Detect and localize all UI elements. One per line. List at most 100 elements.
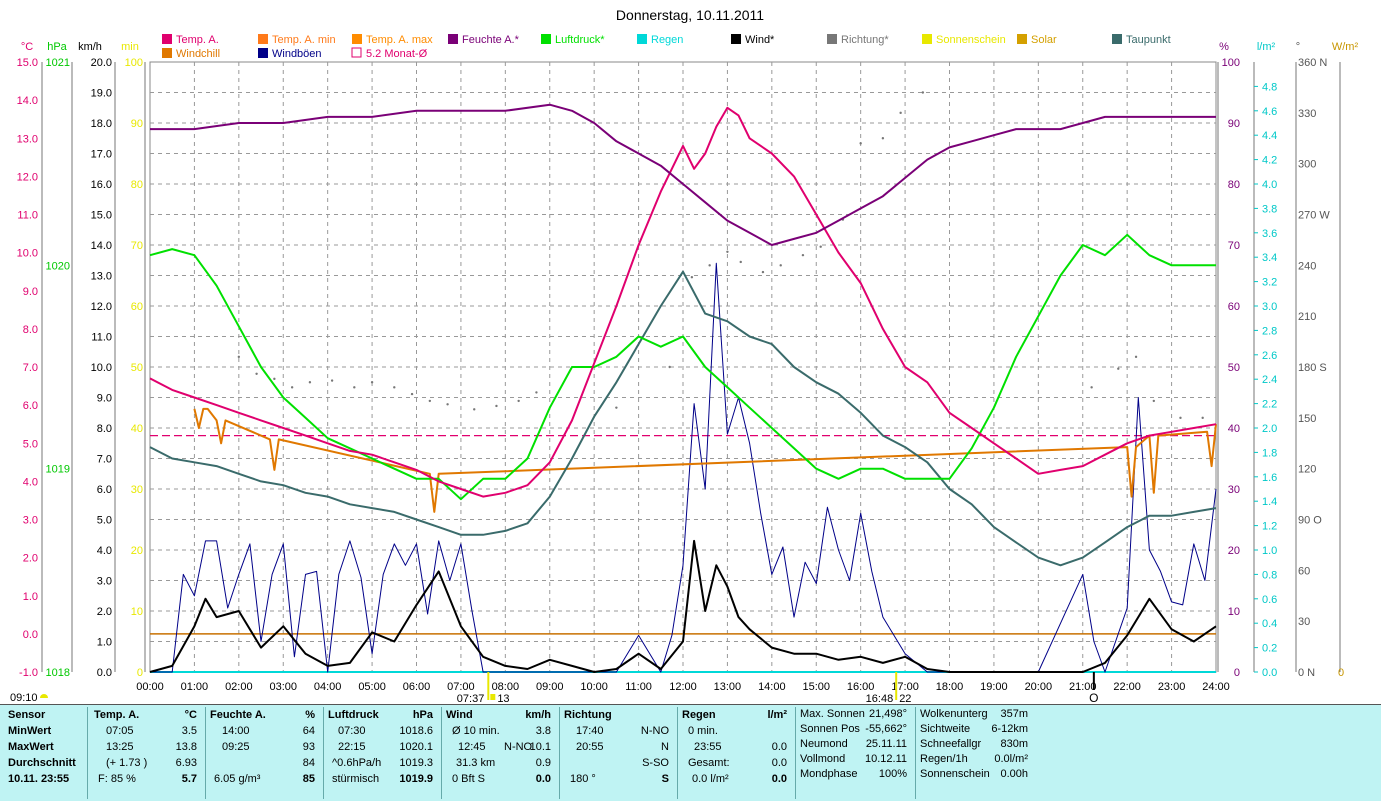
richtung-point <box>726 250 729 253</box>
taupunkt-line <box>149 270 1217 567</box>
lm2-tick-label: 3.2 <box>1262 277 1277 289</box>
time-tick-label: 07:00 <box>447 681 475 693</box>
richtung-dir-1: N-NO <box>640 725 669 737</box>
wind-unit: km/h <box>525 709 551 721</box>
kmh-tick-label: 17.0 <box>91 149 112 161</box>
legend-swatch <box>162 34 172 44</box>
richtung-point <box>410 392 414 396</box>
wind-bft: 0 Bft S <box>452 773 486 785</box>
pct-tick-label: 100 <box>1222 57 1240 69</box>
temp-min-value: 3.5 <box>181 725 197 737</box>
regen-amount: 0.0 l/m² <box>692 773 729 785</box>
richtung-point <box>1090 386 1093 389</box>
temp-max-time: 13:25 <box>106 741 134 753</box>
kmh-tick-label: 13.0 <box>91 271 112 283</box>
richtung-cur: S <box>661 773 669 785</box>
wind-column: Wind km/h Ø 10 min. 3.8 12:45 N-NO 10.1 31.3… <box>442 707 560 799</box>
legend-swatch <box>448 34 458 44</box>
wolken-label-5: Sonnenschein <box>920 768 990 780</box>
lm2-tick-label: 2.6 <box>1262 350 1277 362</box>
time-tick-label: 06:00 <box>403 681 431 693</box>
temp-max-value: 13.8 <box>175 741 197 753</box>
legend-label: Feuchte A.* <box>462 34 520 46</box>
richtung-point <box>899 111 902 115</box>
astro-label-2: Sonnen Pos <box>800 723 860 735</box>
legend-swatch <box>827 34 837 44</box>
richtung-point <box>290 386 294 389</box>
pct-axis-unit: % <box>1219 41 1229 53</box>
legend-swatch <box>351 47 362 58</box>
richtung-point <box>473 408 476 411</box>
pct-tick-label: 70 <box>1228 240 1240 252</box>
pct-tick-label: 90 <box>1228 118 1240 130</box>
deg-tick-label: 180 S <box>1298 362 1327 374</box>
time-tick-label: 22:00 <box>1113 681 1141 693</box>
lm2-tick-label: 3.6 <box>1262 228 1277 240</box>
min-tick-label: 10 <box>131 606 143 618</box>
lm2-axis-unit: l/m² <box>1257 41 1276 53</box>
temp-tick-label: 12.0 <box>17 171 38 183</box>
wm2-axis-unit: W/m² <box>1332 41 1359 53</box>
richtung-point <box>353 386 356 389</box>
richtung-point <box>428 399 432 403</box>
time-tick-label: 14:00 <box>758 681 786 693</box>
deg-tick-label: 60 <box>1298 565 1310 577</box>
temp-tick-label: 3.0 <box>23 515 38 527</box>
luftdruck-unit: hPa <box>412 709 433 721</box>
wind-max-time: 12:45 <box>458 741 486 753</box>
min-tick-label: 60 <box>131 301 143 313</box>
temp-tick-label: 1.0 <box>23 591 38 603</box>
astro-value-2: -55,662° <box>865 723 907 735</box>
deg-tick-label: 270 W <box>1298 210 1330 222</box>
lm2-tick-label: 2.4 <box>1262 374 1277 386</box>
richtung-point <box>859 142 862 145</box>
min-tick-label: 70 <box>131 240 143 252</box>
pct-tick-label: 40 <box>1228 423 1240 435</box>
kmh-axis-unit: km/h <box>78 41 102 53</box>
time-tick-label: 09:00 <box>536 681 564 693</box>
min-tick-label: 40 <box>131 423 143 435</box>
legend-label: Solar <box>1031 34 1057 46</box>
hpa-tick-label: 1020 <box>46 260 70 272</box>
wind-avg-value: 3.8 <box>535 725 551 737</box>
temp-column: Temp. A. °C 07:05 3.5 13:25 13.8 (+ 1.73 ) 6… <box>90 707 206 799</box>
regen-head: Regen <box>682 709 716 721</box>
astro-label-4: Vollmond <box>800 753 846 765</box>
wolken-value-1: 357m <box>1000 708 1028 720</box>
feuchte-unit: % <box>305 709 315 721</box>
sunset-number: 22 <box>899 693 911 704</box>
time-tick-label: 00:00 <box>136 681 164 693</box>
luftdruck-line <box>149 233 1216 501</box>
lm2-tick-label: 0.8 <box>1262 569 1277 581</box>
legend-swatch <box>1112 34 1122 44</box>
temp-line <box>149 106 1217 498</box>
pct-tick-label: 30 <box>1228 484 1240 496</box>
kmh-tick-label: 7.0 <box>97 454 112 466</box>
time-tick-label: 02:00 <box>225 681 253 693</box>
richtung-point <box>308 381 312 384</box>
lm2-tick-label: 4.0 <box>1262 179 1277 191</box>
lm2-tick-label: 1.2 <box>1262 521 1277 533</box>
regen-unit: l/m² <box>767 709 787 721</box>
pct-tick-label: 50 <box>1228 362 1240 374</box>
wind-cur-value: 0.0 <box>535 773 551 785</box>
deg-tick-label: 330 <box>1298 108 1316 120</box>
temp-tick-label: -1.0 <box>19 667 38 679</box>
sensor-avg: Durchschnitt <box>8 757 76 769</box>
temp-avg-trend: (+ 1.73 ) <box>106 757 148 769</box>
wolken-column: Wolkenunterg 357m Sichtweite 6-12km Schnee… <box>916 707 1036 799</box>
legend-swatch <box>637 34 647 44</box>
time-tick-label: 21:00 <box>1069 681 1097 693</box>
richtung-point <box>1201 416 1204 420</box>
wind-distance: 31.3 km <box>456 757 496 769</box>
hpa-axis-unit: hPa <box>47 41 67 53</box>
legend-label: Temp. A. <box>176 34 219 46</box>
lm2-tick-label: 1.0 <box>1262 545 1277 557</box>
feuchte-min-time: 14:00 <box>222 725 250 737</box>
min-tick-label: 0 <box>137 667 143 679</box>
time-tick-label: 20:00 <box>1025 681 1053 693</box>
deg-axis-unit: ° <box>1296 41 1300 53</box>
wind-line <box>149 539 1217 673</box>
feuchte-line <box>150 103 1216 246</box>
kmh-tick-label: 19.0 <box>91 88 112 100</box>
